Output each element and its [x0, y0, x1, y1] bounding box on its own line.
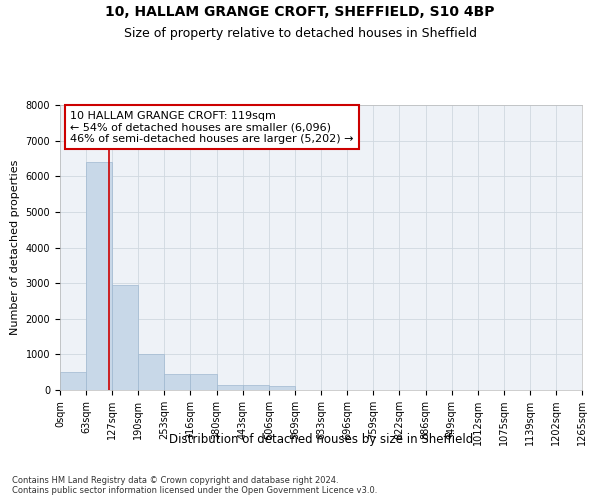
Bar	[269, 386, 295, 390]
Bar	[217, 384, 243, 390]
Text: 10, HALLAM GRANGE CROFT, SHEFFIELD, S10 4BP: 10, HALLAM GRANGE CROFT, SHEFFIELD, S10 …	[105, 5, 495, 19]
Y-axis label: Number of detached properties: Number of detached properties	[10, 160, 20, 335]
Bar	[86, 162, 112, 390]
Text: Distribution of detached houses by size in Sheffield: Distribution of detached houses by size …	[169, 432, 473, 446]
Bar	[243, 384, 269, 390]
Bar	[190, 374, 217, 390]
Text: Contains HM Land Registry data © Crown copyright and database right 2024.
Contai: Contains HM Land Registry data © Crown c…	[12, 476, 377, 495]
Bar	[164, 374, 190, 390]
Bar	[112, 285, 139, 390]
Text: 10 HALLAM GRANGE CROFT: 119sqm
← 54% of detached houses are smaller (6,096)
46% : 10 HALLAM GRANGE CROFT: 119sqm ← 54% of …	[70, 110, 354, 144]
Text: Size of property relative to detached houses in Sheffield: Size of property relative to detached ho…	[124, 28, 476, 40]
Bar	[60, 372, 86, 390]
Bar	[139, 354, 164, 390]
